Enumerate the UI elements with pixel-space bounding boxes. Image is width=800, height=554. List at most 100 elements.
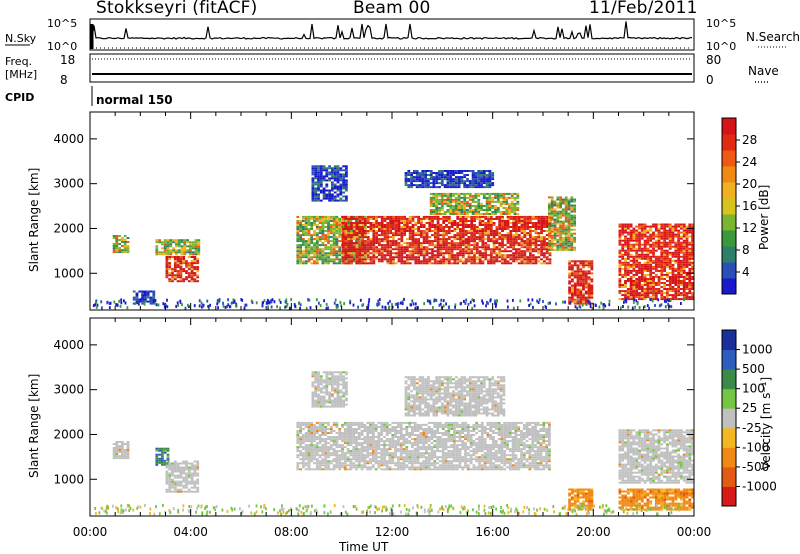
data-cell	[626, 233, 630, 236]
data-cell	[459, 246, 462, 249]
data-cell	[338, 252, 342, 255]
near-range-cell	[286, 303, 289, 306]
data-cell	[481, 220, 485, 222]
data-cell	[567, 208, 571, 211]
data-cell	[674, 229, 678, 232]
data-cell	[526, 234, 529, 237]
data-cell	[325, 197, 329, 200]
data-cell	[654, 223, 658, 226]
data-cell	[460, 178, 464, 181]
data-cell	[638, 278, 641, 280]
data-cell	[447, 228, 451, 230]
data-cell	[436, 260, 440, 263]
data-cell	[454, 196, 458, 199]
data-cell	[480, 205, 483, 207]
data-cell	[383, 224, 387, 226]
near-range-cell	[278, 298, 281, 302]
data-cell	[498, 217, 502, 220]
near-range-cell	[261, 304, 264, 308]
data-cell	[685, 231, 689, 234]
data-cell	[325, 169, 329, 172]
data-cell	[304, 468, 308, 471]
data-cell	[138, 290, 142, 293]
data-cell	[364, 220, 367, 222]
data-cell	[182, 478, 186, 481]
data-cell	[307, 252, 311, 255]
data-cell	[638, 267, 641, 270]
near-range-cell	[473, 299, 475, 303]
data-cell	[190, 276, 194, 279]
data-cell	[171, 464, 174, 467]
data-cell	[509, 242, 513, 245]
data-cell	[477, 170, 481, 172]
data-cell	[459, 244, 462, 247]
data-cell	[570, 208, 574, 211]
data-cell	[688, 257, 692, 260]
near-range-cell	[188, 305, 190, 309]
data-cell	[682, 235, 686, 238]
data-cell	[313, 220, 316, 222]
near-range-cell	[625, 298, 627, 302]
data-cell	[313, 234, 316, 237]
data-cell	[498, 248, 502, 251]
data-cell	[482, 194, 486, 197]
data-cell	[649, 225, 653, 228]
data-cell	[182, 472, 186, 475]
data-cell	[173, 484, 177, 487]
near-range-cell	[175, 304, 178, 308]
data-cell	[579, 282, 583, 285]
data-cell	[358, 222, 362, 224]
data-cell	[299, 250, 302, 253]
data-cell	[463, 184, 467, 187]
near-range-cell	[119, 304, 122, 308]
data-cell	[190, 268, 194, 271]
data-cell	[629, 294, 633, 297]
data-cell	[457, 176, 461, 179]
data-cell	[345, 183, 348, 186]
data-cell	[429, 196, 433, 199]
data-cell	[447, 244, 451, 247]
data-cell	[489, 222, 493, 224]
data-cell	[194, 251, 198, 254]
data-cell	[345, 197, 348, 200]
data-cell	[523, 260, 527, 263]
data-cell	[347, 262, 351, 265]
data-cell	[168, 280, 172, 283]
data-cell	[310, 238, 314, 241]
data-cell	[668, 267, 672, 270]
data-cell	[315, 244, 319, 247]
data-cell	[629, 284, 633, 286]
data-cell	[534, 232, 538, 235]
near-range-cell	[377, 299, 380, 303]
near-range-cell	[602, 306, 605, 310]
data-cell	[397, 250, 401, 253]
y-tick-label: 4000	[53, 132, 84, 146]
data-cell	[302, 250, 305, 253]
data-cell	[438, 182, 441, 185]
data-cell	[464, 224, 468, 226]
data-cell	[322, 189, 326, 192]
data-cell	[537, 256, 541, 259]
data-cell	[553, 222, 557, 225]
data-cell	[534, 230, 538, 232]
near-range-cell	[473, 304, 476, 308]
data-cell	[193, 274, 197, 277]
data-cell	[161, 241, 164, 244]
data-cell	[372, 254, 376, 257]
data-cell	[442, 228, 446, 230]
data-cell	[520, 215, 524, 218]
data-cell	[550, 204, 554, 207]
data-cell	[624, 253, 627, 256]
data-cell	[550, 230, 554, 233]
data-cell	[523, 254, 527, 257]
data-cell	[322, 165, 326, 168]
data-cell	[372, 226, 376, 228]
data-cell	[339, 189, 343, 192]
data-cell	[562, 212, 565, 215]
data-cell	[668, 239, 672, 242]
data-cell	[579, 296, 583, 299]
data-cell	[531, 222, 535, 224]
data-cell	[175, 249, 178, 252]
data-cell	[339, 173, 343, 176]
data-cell	[510, 200, 514, 203]
